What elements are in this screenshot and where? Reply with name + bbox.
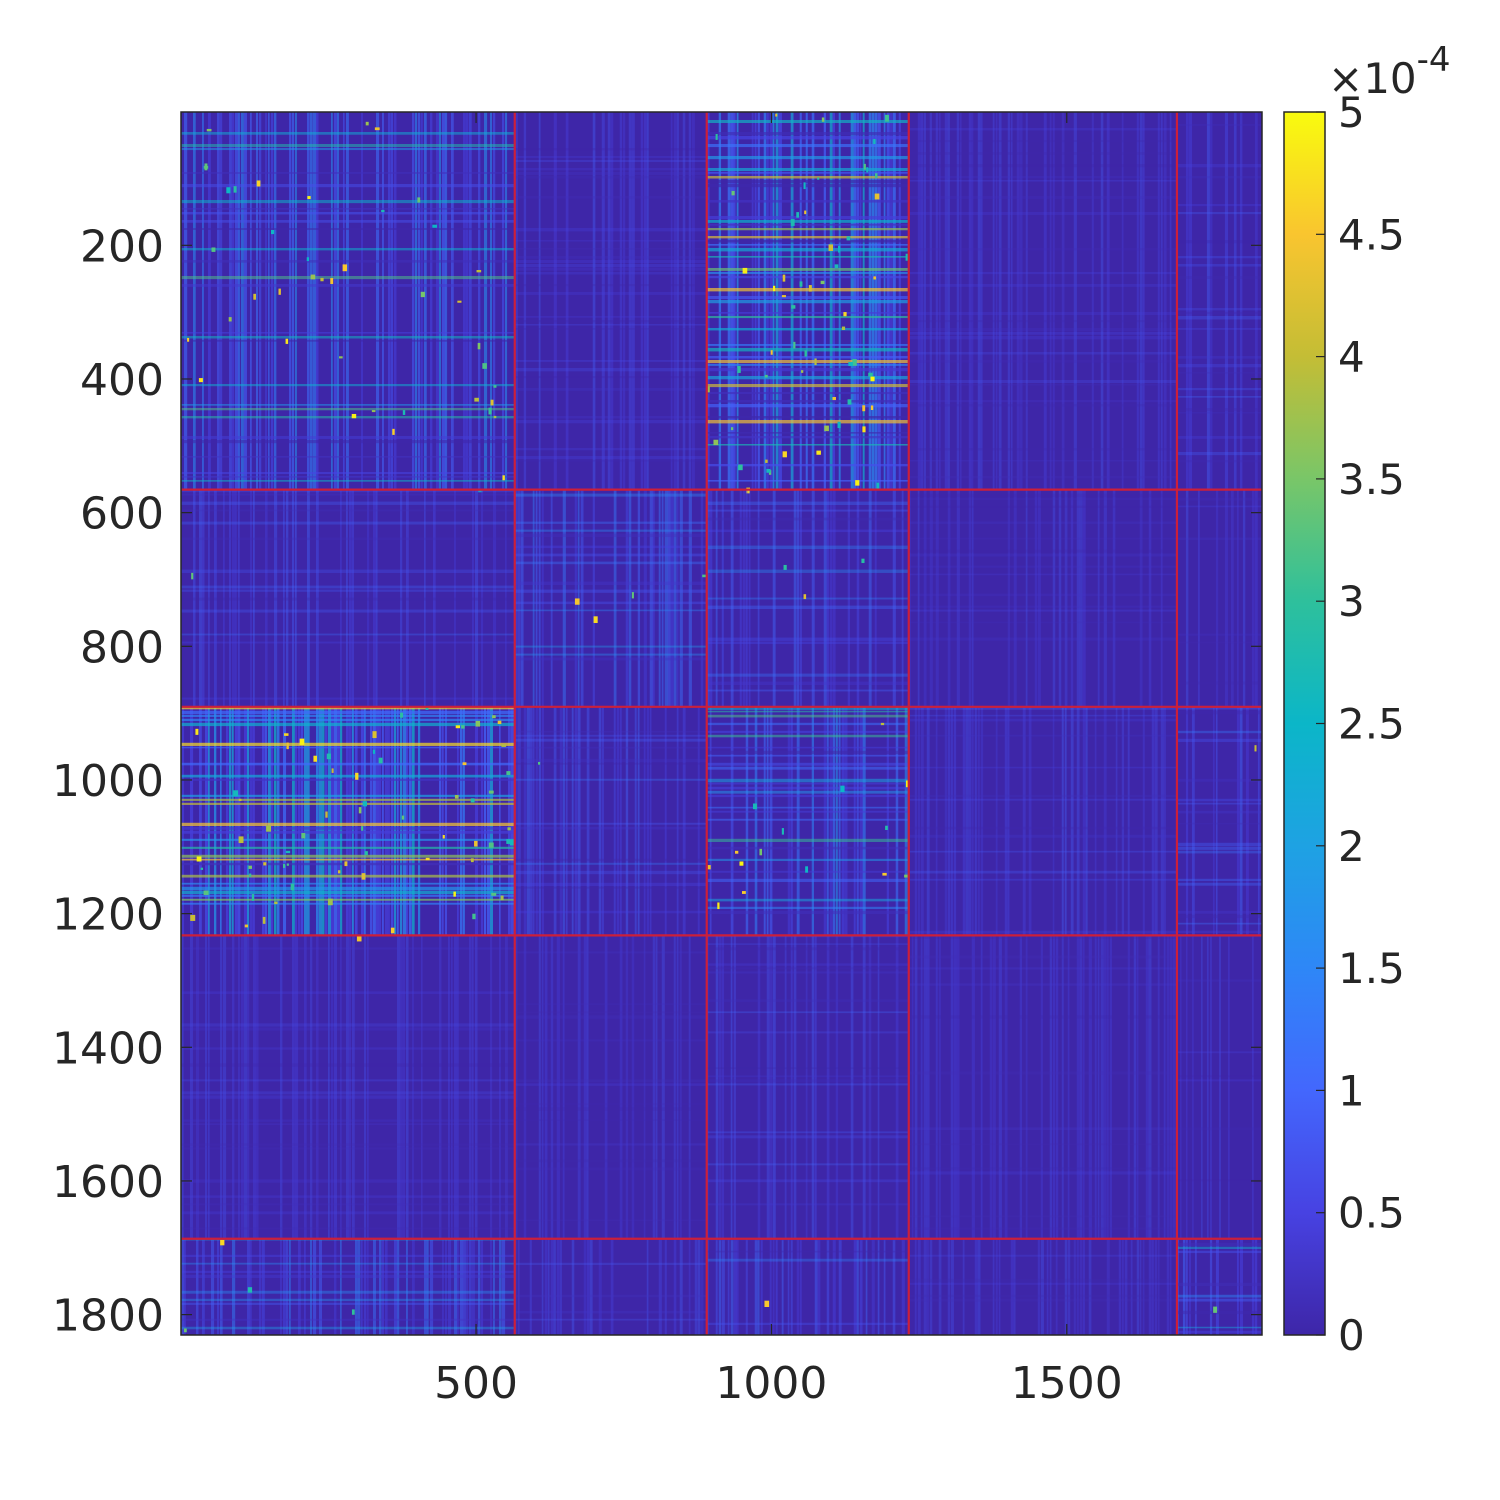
heatmap-block-r1-c4 <box>1176 489 1262 707</box>
heatmap-block-r1-c3 <box>908 489 1177 707</box>
colorbar: 0 0.5 1 1.5 2 2.5 3 3.5 4 4.5 5 ×10-4 <box>1283 40 1451 1360</box>
heatmap-block-r1-c0 <box>181 489 515 707</box>
heatmap-block-r2-c0 <box>181 706 515 942</box>
heatmap-block-r0-c0 <box>181 112 515 493</box>
y-axis: 200 400 600 800 1000 1200 1400 1600 1800 <box>52 221 1262 1342</box>
y-tick-label: 1200 <box>52 890 164 941</box>
heatmap-block-r4-c4 <box>1176 1238 1262 1335</box>
heatmap-block-r4-c1 <box>514 1238 707 1335</box>
y-tick-label: 400 <box>80 355 164 406</box>
y-tick-label: 600 <box>80 489 164 540</box>
x-tick-label: 1000 <box>715 1358 827 1409</box>
y-tick-label: 1000 <box>52 756 164 807</box>
colorbar-exponent-prefix: ×10 <box>1328 54 1417 103</box>
y-tick-label: 200 <box>80 221 164 272</box>
heatmap-block-r0-c4 <box>1176 112 1262 490</box>
x-tick-label: 500 <box>434 1358 518 1409</box>
x-axis: 500 1000 1500 <box>434 112 1123 1409</box>
colorbar-tick-label: 3.5 <box>1338 455 1405 504</box>
colorbar-tick-label: 1 <box>1338 1066 1365 1115</box>
colorbar-tick-label: 3 <box>1338 577 1365 626</box>
heatmap-block-r2-c2 <box>706 706 909 936</box>
heatmap-block-r4-c0 <box>181 1238 515 1335</box>
colorbar-ticks: 0 0.5 1 1.5 2 2.5 3 3.5 4 4.5 5 <box>1316 88 1405 1360</box>
colorbar-tick-label: 2 <box>1338 822 1365 871</box>
colorbar-tick-label: 4.5 <box>1338 210 1405 259</box>
colorbar-exponent: ×10-4 <box>1328 40 1451 103</box>
colorbar-tick-label: 0 <box>1338 1311 1365 1360</box>
heatmap-block-r0-c3 <box>908 112 1177 490</box>
heatmap-block-r3-c1 <box>514 935 707 1239</box>
heatmap-block-r4-c3 <box>908 1238 1177 1335</box>
colorbar-tick-label: 2.5 <box>1338 700 1405 749</box>
y-tick-label: 800 <box>80 622 164 673</box>
y-tick-label: 1400 <box>52 1023 164 1074</box>
colorbar-tick-label: 0.5 <box>1338 1189 1405 1238</box>
colorbar-tick-label: 4 <box>1338 333 1365 382</box>
colorbar-tick-label: 1.5 <box>1338 944 1405 993</box>
heatmap-block-r3-c0 <box>181 935 515 1239</box>
colorbar-exponent-power: -4 <box>1417 40 1451 80</box>
heatmap-block-r3-c3 <box>908 935 1177 1239</box>
x-tick-label: 1500 <box>1011 1358 1123 1409</box>
y-tick-label: 1600 <box>52 1157 164 1208</box>
y-tick-label: 1800 <box>52 1291 164 1342</box>
heatmap-image <box>181 112 1262 1335</box>
block-boundaries <box>181 112 1262 1335</box>
heatmap-block-r0-c2 <box>706 112 909 494</box>
heatmap-block-r2-c4 <box>1176 706 1262 936</box>
heatmap-block-r0-c1 <box>514 112 707 490</box>
plot-frame <box>180 111 1263 1336</box>
heatmap-block-r2-c1 <box>514 706 707 936</box>
heatmap-block-r1-c1 <box>514 489 707 707</box>
heatmap-block-r3-c4 <box>1176 935 1262 1239</box>
colorbar-tick-label: 5 <box>1338 88 1365 137</box>
heatmap-block-r2-c3 <box>908 706 1177 936</box>
heatmap-block-r1-c2 <box>706 489 909 707</box>
